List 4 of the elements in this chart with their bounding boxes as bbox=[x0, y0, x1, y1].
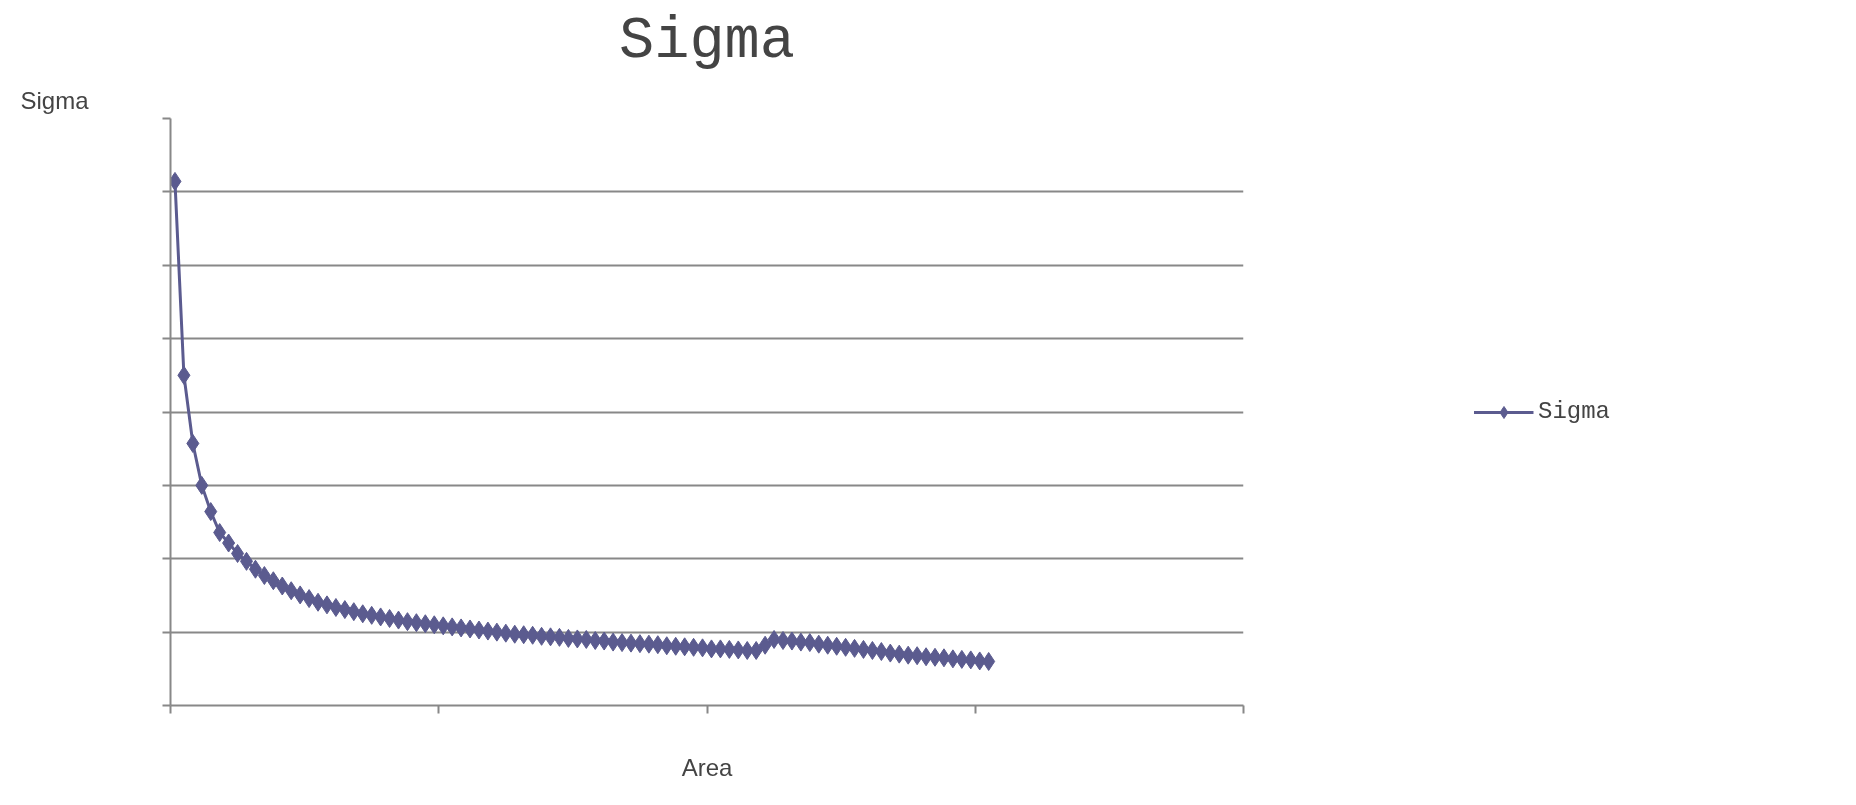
legend-label: Sigma bbox=[1537, 398, 1611, 425]
chart-title: Sigma bbox=[619, 7, 795, 75]
y-axis-title: Sigma bbox=[20, 86, 90, 114]
x-axis-title: Area bbox=[681, 753, 733, 781]
